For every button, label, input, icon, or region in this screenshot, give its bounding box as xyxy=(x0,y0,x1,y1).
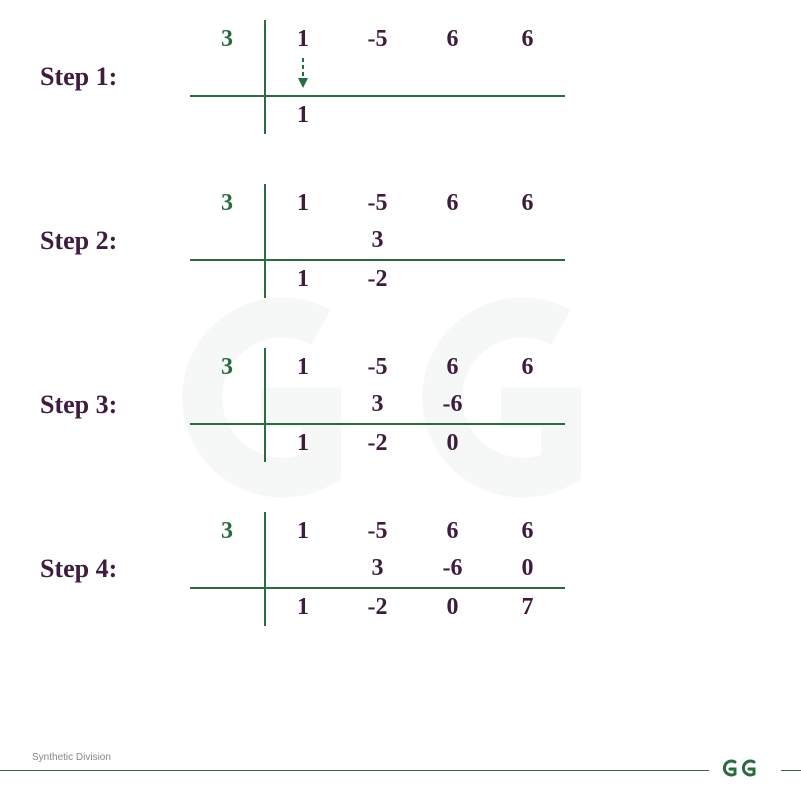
step-label: Step 3: xyxy=(40,390,190,420)
middle-cell xyxy=(490,386,565,424)
middle-cell: 3 xyxy=(340,386,415,424)
coeff-cell: 6 xyxy=(415,348,490,386)
divisor-cell-empty xyxy=(190,424,265,462)
step-block: Step 2:31-56631-2 xyxy=(40,184,761,298)
divisor-cell-empty xyxy=(190,588,265,626)
divisor-cell-empty xyxy=(190,58,265,96)
divisor-cell-empty xyxy=(190,260,265,298)
synthetic-tableau: 31-5663-61-20 xyxy=(190,348,565,462)
result-cell: -2 xyxy=(340,260,415,298)
coeff-cell: 1 xyxy=(265,184,340,222)
coeff-cell: 1 xyxy=(265,20,340,58)
footer-line-right xyxy=(781,770,801,771)
result-cell: 1 xyxy=(265,96,340,134)
coeff-cell: 1 xyxy=(265,348,340,386)
step-block: Step 3:31-5663-61-20 xyxy=(40,348,761,462)
divisor-cell-empty xyxy=(190,96,265,134)
coeff-cell: -5 xyxy=(340,184,415,222)
coeff-cell: 6 xyxy=(490,20,565,58)
divisor-cell: 3 xyxy=(190,512,265,550)
coeff-cell: 6 xyxy=(415,512,490,550)
step-label: Step 2: xyxy=(40,226,190,256)
result-cell xyxy=(340,96,415,134)
result-cell: 1 xyxy=(265,424,340,462)
synthetic-tableau: 31-5663-601-207 xyxy=(190,512,565,626)
synthetic-tableau: 31-5661 xyxy=(190,20,565,134)
bring-down-arrow-icon xyxy=(296,56,310,90)
footer: Synthetic Division xyxy=(0,758,801,782)
coeff-cell: 6 xyxy=(415,184,490,222)
middle-cell: 0 xyxy=(490,550,565,588)
footer-caption: Synthetic Division xyxy=(28,752,115,763)
coeff-cell: 6 xyxy=(415,20,490,58)
result-cell: -2 xyxy=(340,424,415,462)
result-cell: 1 xyxy=(265,588,340,626)
coeff-cell: 1 xyxy=(265,512,340,550)
middle-cell xyxy=(265,58,340,96)
step-label: Step 4: xyxy=(40,554,190,584)
middle-cell xyxy=(265,222,340,260)
step-block: Step 4:31-5663-601-207 xyxy=(40,512,761,626)
result-cell: 0 xyxy=(415,588,490,626)
middle-cell: -6 xyxy=(415,386,490,424)
result-cell: -2 xyxy=(340,588,415,626)
middle-cell: -6 xyxy=(415,550,490,588)
gfg-logo xyxy=(721,758,761,783)
middle-cell xyxy=(490,222,565,260)
synthetic-tableau: 31-56631-2 xyxy=(190,184,565,298)
result-cell xyxy=(490,424,565,462)
middle-cell xyxy=(265,386,340,424)
result-cell xyxy=(490,96,565,134)
step-label: Step 1: xyxy=(40,62,190,92)
result-cell xyxy=(415,96,490,134)
result-cell: 0 xyxy=(415,424,490,462)
coeff-cell: 6 xyxy=(490,512,565,550)
result-cell xyxy=(415,260,490,298)
middle-cell: 3 xyxy=(340,222,415,260)
divisor-cell: 3 xyxy=(190,348,265,386)
divisor-cell: 3 xyxy=(190,184,265,222)
coeff-cell: -5 xyxy=(340,348,415,386)
middle-cell xyxy=(490,58,565,96)
footer-line-left xyxy=(0,770,709,771)
middle-cell: 3 xyxy=(340,550,415,588)
middle-cell xyxy=(415,222,490,260)
result-cell: 1 xyxy=(265,260,340,298)
result-cell: 7 xyxy=(490,588,565,626)
middle-cell xyxy=(340,58,415,96)
divisor-cell: 3 xyxy=(190,20,265,58)
middle-cell xyxy=(265,550,340,588)
result-cell xyxy=(490,260,565,298)
coeff-cell: 6 xyxy=(490,348,565,386)
coeff-cell: 6 xyxy=(490,184,565,222)
divisor-cell-empty xyxy=(190,386,265,424)
divisor-cell-empty xyxy=(190,222,265,260)
step-block: Step 1:31-5661 xyxy=(40,20,761,134)
middle-cell xyxy=(415,58,490,96)
coeff-cell: -5 xyxy=(340,512,415,550)
divisor-cell-empty xyxy=(190,550,265,588)
coeff-cell: -5 xyxy=(340,20,415,58)
